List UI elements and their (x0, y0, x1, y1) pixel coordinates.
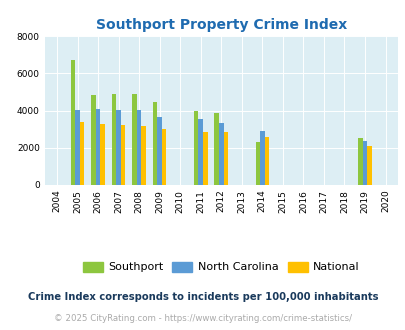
Title: Southport Property Crime Index: Southport Property Crime Index (96, 18, 346, 32)
Bar (70, 59, 75, 185)
Bar (157, 117, 162, 185)
Bar (121, 125, 125, 185)
Bar (111, 94, 116, 185)
Bar (255, 142, 260, 185)
Bar (214, 113, 218, 185)
Text: © 2025 CityRating.com - https://www.cityrating.com/crime-statistics/: © 2025 CityRating.com - https://www.city… (54, 314, 351, 323)
Bar (136, 110, 141, 185)
Bar (100, 123, 104, 185)
Bar (132, 94, 136, 185)
Bar (198, 119, 202, 185)
Bar (362, 141, 367, 185)
Bar (357, 138, 362, 185)
Bar (260, 131, 264, 185)
Bar (223, 132, 228, 185)
Bar (116, 110, 121, 185)
Bar (75, 110, 79, 185)
Bar (202, 132, 207, 185)
Bar (264, 138, 269, 185)
Bar (153, 102, 157, 185)
Bar (162, 129, 166, 185)
Bar (79, 122, 84, 185)
Bar (91, 95, 96, 185)
Bar (218, 123, 223, 185)
Legend: Southport, North Carolina, National: Southport, North Carolina, National (78, 257, 363, 277)
Text: Crime Index corresponds to incidents per 100,000 inhabitants: Crime Index corresponds to incidents per… (28, 292, 377, 302)
Bar (367, 146, 371, 185)
Bar (194, 112, 198, 185)
Bar (141, 126, 145, 185)
Bar (96, 109, 100, 185)
